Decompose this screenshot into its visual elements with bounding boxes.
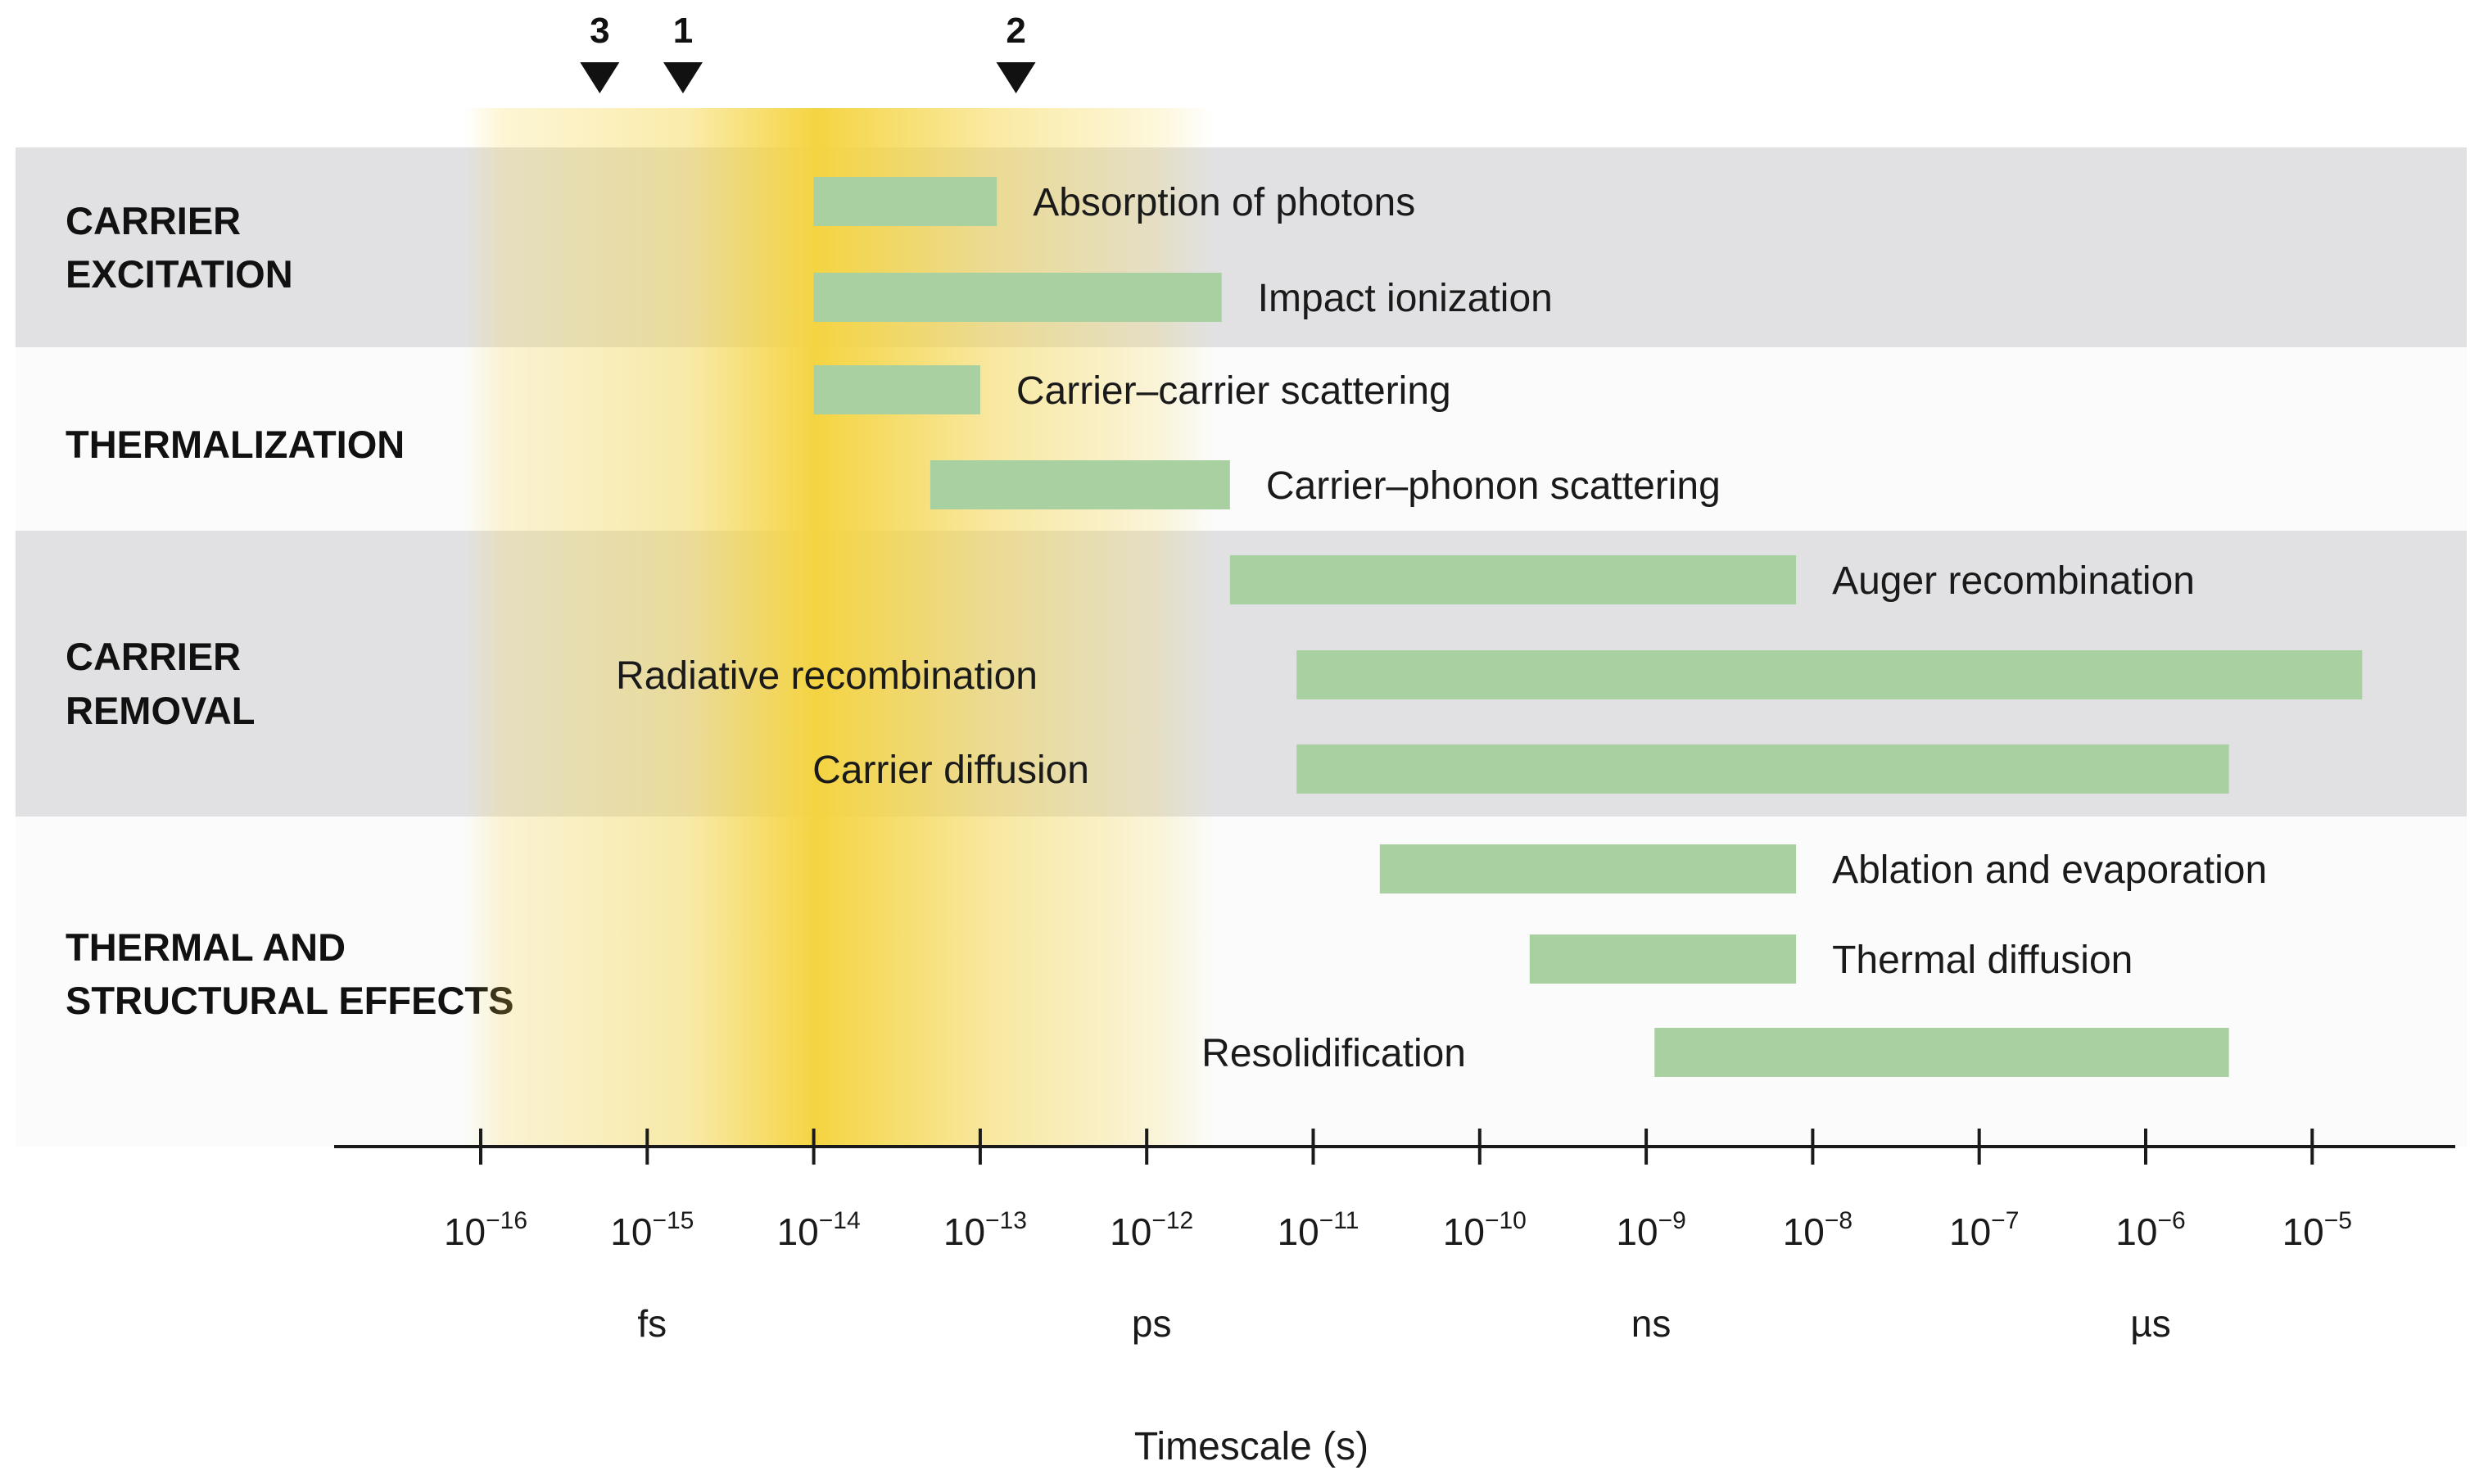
- unit-label-ns: ns: [1631, 1302, 1672, 1345]
- marker-triangle-3: [580, 62, 620, 93]
- marker-label-3: 3: [590, 11, 609, 51]
- band-1-background: [16, 347, 2467, 531]
- process-bar-8: [1529, 934, 1797, 984]
- marker-label-1: 1: [673, 11, 693, 51]
- process-label-3: Carrier–phonon scattering: [1266, 464, 1721, 508]
- band-2-label-line-1: REMOVAL: [66, 689, 256, 732]
- band-3-label-line-0: THERMAL AND: [66, 925, 346, 969]
- process-label-4: Auger recombination: [1832, 559, 2195, 603]
- process-label-8: Thermal diffusion: [1832, 939, 2133, 982]
- process-label-7: Ablation and evaporation: [1832, 848, 2267, 892]
- x-tick-label-4: 10−12: [1110, 1207, 1193, 1253]
- band-3-background: [16, 817, 2467, 1147]
- process-label-0: Absorption of photons: [1033, 181, 1415, 224]
- process-bar-9: [1654, 1028, 2229, 1077]
- x-tick-label-11: 10−5: [2282, 1207, 2352, 1253]
- x-axis-title: Timescale (s): [1134, 1425, 1368, 1468]
- band-0-label-line-0: CARRIER: [66, 199, 241, 242]
- unit-label-µs: µs: [2130, 1302, 2171, 1345]
- process-bar-4: [1229, 555, 1797, 604]
- process-bar-5: [1296, 650, 2363, 699]
- process-label-5: Radiative recombination: [616, 654, 1038, 698]
- band-1-label-line-0: THERMALIZATION: [66, 423, 405, 466]
- x-tick-label-3: 10−13: [943, 1207, 1027, 1253]
- process-label-9: Resolidification: [1201, 1032, 1466, 1075]
- x-tick-label-1: 10−15: [610, 1207, 694, 1253]
- x-tick-label-5: 10−11: [1278, 1207, 1359, 1253]
- x-tick-label-10: 10−6: [2115, 1207, 2185, 1253]
- unit-label-ps: ps: [1132, 1302, 1172, 1345]
- x-tick-label-6: 10−10: [1443, 1207, 1527, 1253]
- unit-label-fs: fs: [637, 1302, 667, 1345]
- highlight-layer: [464, 108, 1214, 1147]
- axis-layer: 10−16 10−15 10−14 10−13 10−12 10−11 10−10 10−9 1…: [334, 1129, 2455, 1468]
- x-tick-label-0: 10−16: [444, 1207, 527, 1253]
- process-bar-2: [813, 365, 980, 414]
- marker-triangle-2: [996, 62, 1036, 93]
- band-0-label-line-1: EXCITATION: [66, 252, 293, 296]
- femtosecond-highlight-region: [464, 108, 1214, 1147]
- process-bar-7: [1379, 844, 1797, 894]
- x-tick-label-9: 10−7: [1949, 1207, 2019, 1253]
- x-tick-label-2: 10−14: [777, 1207, 861, 1253]
- marker-layer: 3 1 2: [580, 11, 1036, 93]
- process-bar-1: [813, 273, 1222, 322]
- marker-triangle-1: [663, 62, 703, 93]
- process-bar-3: [930, 460, 1230, 509]
- process-label-1: Impact ionization: [1258, 277, 1553, 320]
- process-bar-0: [813, 177, 998, 226]
- process-label-6: Carrier diffusion: [812, 749, 1089, 792]
- marker-label-2: 2: [1006, 11, 1025, 51]
- x-tick-label-7: 10−9: [1616, 1207, 1685, 1253]
- bands-layer: CARRIER EXCITATION THERMALIZATION CARRIER RE…: [16, 147, 2467, 1147]
- band-3-label-line-1: STRUCTURAL EFFECTS: [66, 979, 513, 1022]
- band-2-label-line-0: CARRIER: [66, 635, 241, 678]
- process-bar-6: [1296, 744, 2229, 794]
- band-0-background: [16, 147, 2467, 347]
- bars-layer: Absorption of photons Impact ionization Ca…: [616, 177, 2363, 1077]
- x-tick-label-8: 10−8: [1783, 1207, 1852, 1253]
- process-label-2: Carrier–carrier scattering: [1016, 369, 1451, 413]
